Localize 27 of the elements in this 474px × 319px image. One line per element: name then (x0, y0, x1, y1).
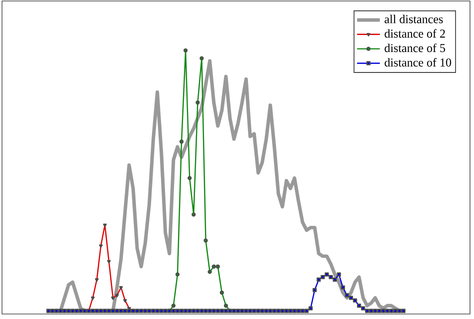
point (175, 272, 180, 276)
legend-label: distance of 5 (384, 44, 446, 52)
point (107, 260, 111, 264)
point (123, 299, 127, 303)
point (188, 176, 192, 180)
legend-label: all distances (384, 14, 443, 24)
point (216, 264, 220, 269)
point (94, 278, 99, 282)
point (98, 244, 103, 248)
point (179, 140, 184, 144)
point (111, 296, 115, 300)
point (119, 286, 123, 290)
point (220, 290, 224, 295)
point (196, 100, 200, 105)
point (208, 270, 212, 274)
point (224, 304, 228, 308)
point (184, 48, 188, 53)
point (192, 212, 196, 217)
point (103, 224, 107, 228)
point (200, 56, 204, 60)
legend-label: distance of 10 (384, 58, 452, 67)
point (115, 294, 119, 298)
point (171, 304, 176, 308)
point (90, 296, 95, 300)
point (204, 238, 208, 243)
point (212, 264, 216, 269)
legend-label: distance of 2 (384, 29, 445, 38)
